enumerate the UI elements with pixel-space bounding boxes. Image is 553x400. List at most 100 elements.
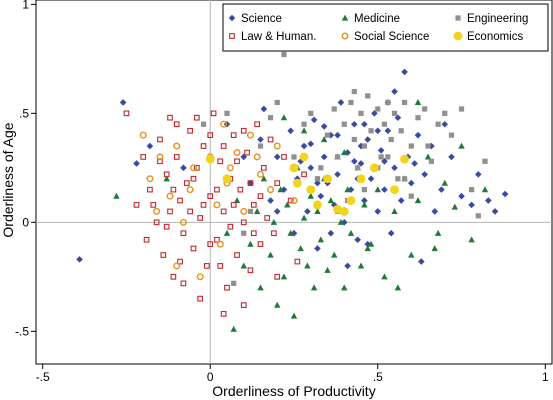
data-point [187,127,193,134]
data-point [163,175,170,182]
data-point [425,143,431,149]
y-axis-title: Orderliness of Age [0,122,16,237]
data-point [310,284,318,291]
x-tick-label: 1 [542,370,549,384]
data-point [301,171,307,178]
legend-marker [455,15,461,21]
data-point [163,223,170,230]
data-point [207,241,214,247]
data-point [374,208,382,215]
data-point [381,273,388,280]
series-hollow-circle [139,120,298,281]
x-axis-title: Orderliness of Productivity [212,383,375,399]
data-point [337,218,345,225]
data-point [346,196,356,205]
data-point [481,186,489,193]
data-point [334,171,341,178]
data-point [224,110,230,116]
data-point [300,127,308,134]
data-point [247,240,254,247]
data-point [247,180,254,186]
y-tick-label: .5 [19,106,29,120]
data-point [340,219,348,226]
data-point [220,208,227,215]
data-point [331,106,337,112]
data-point [356,174,366,184]
data-point [297,245,304,252]
data-point [190,245,197,252]
data-point [231,280,237,286]
data-point [189,164,197,172]
data-point [401,68,408,76]
data-point [347,186,355,193]
y-tick-label: 0 [22,215,29,229]
data-point [378,154,384,160]
data-point [186,186,194,194]
data-point [247,208,254,215]
data-point [318,165,324,171]
data-point [260,105,268,113]
legend-box [222,3,549,52]
legend-marker [229,33,235,39]
y-axis-ticks: -.5 0 .5 1 [15,0,36,338]
data-point [287,127,294,135]
data-point [388,136,394,143]
data-point [407,179,415,187]
legend-label: Economics [467,31,523,43]
data-point [240,127,247,134]
data-point [317,192,325,200]
data-point [147,186,153,193]
data-point [257,284,264,291]
data-point [334,131,341,139]
data-point [458,142,465,149]
data-point [217,263,224,269]
data-point [468,201,475,209]
data-point [233,149,241,157]
data-point [387,229,395,237]
data-point [210,110,217,117]
data-point [253,208,261,215]
data-point [267,197,274,204]
data-point [253,153,261,161]
data-point [361,120,368,128]
data-point [391,88,398,95]
data-point [331,251,338,258]
data-point [307,192,314,199]
data-point [358,110,364,116]
data-point [414,131,422,139]
data-point [240,262,247,269]
data-point [351,120,358,128]
legend-marker [228,14,236,22]
data-point [281,51,287,58]
data-point [351,136,357,143]
data-point [200,121,207,127]
data-point [431,208,439,215]
data-point [422,106,428,112]
data-point [280,186,288,193]
data-point [375,106,381,112]
data-point [371,110,378,117]
data-point [207,193,214,200]
data-point [361,143,367,149]
data-point [468,236,475,243]
data-point [240,219,247,226]
data-point [361,187,367,193]
data-point [327,229,335,237]
data-point [324,132,331,138]
data-point [180,280,187,287]
data-point [344,186,351,193]
data-point [179,218,187,226]
data-point [273,208,281,215]
legend-marker [341,14,349,21]
data-point [368,128,374,134]
data-point [323,174,332,184]
data-point [355,165,361,171]
data-point [173,154,180,160]
data-point [384,127,392,135]
y-tick-label: -.5 [15,324,29,338]
y-tick-label: 1 [22,0,29,11]
legend-label: Science [241,13,282,25]
data-point [157,158,163,165]
data-point [361,197,368,204]
